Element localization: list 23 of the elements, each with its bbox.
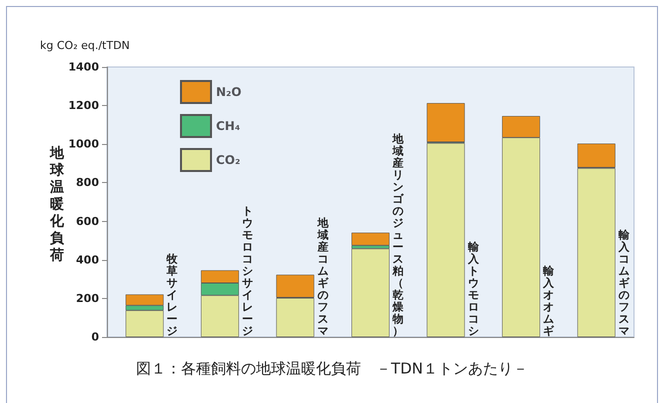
category-label: トウモロコシサイレージ <box>242 204 253 338</box>
x-tick-label: 輸入トウモロコシ <box>466 240 480 338</box>
legend-label: CO₂ <box>216 153 240 167</box>
legend-label: CH₄ <box>216 119 240 133</box>
text: 図１：各種飼料の地球温暖化負荷 －TDN１トンあたり－ <box>136 360 528 378</box>
y-tick-label: 1200 <box>68 99 100 112</box>
category-label: 地域産リンゴのジュース粕（乾燥物） <box>392 132 404 338</box>
y-tick-label: 800 <box>76 176 100 190</box>
y-tick-label: 400 <box>76 253 100 266</box>
bar <box>352 232 390 246</box>
x-tick-label: 牧草サイレージ <box>166 252 179 338</box>
y-tick-label: 0 <box>91 330 100 344</box>
category-label: 輸入コムギのフスマ <box>618 228 630 338</box>
legend-label: N₂O <box>216 85 242 99</box>
text: kg CO₂ eq./tTDN <box>40 39 130 52</box>
bar <box>352 248 390 337</box>
y-tick-label: 200 <box>76 292 100 305</box>
y-tick-label: 1000 <box>68 138 100 151</box>
category-label: 地域産コムギのフスマ <box>317 216 328 338</box>
y-tick-label: 1400 <box>68 60 100 74</box>
x-tick-label: 輸入オオムギ <box>542 264 556 338</box>
y-axis-title: 地球温暖化負荷 <box>49 146 65 264</box>
y-tick-label: 600 <box>76 214 100 228</box>
